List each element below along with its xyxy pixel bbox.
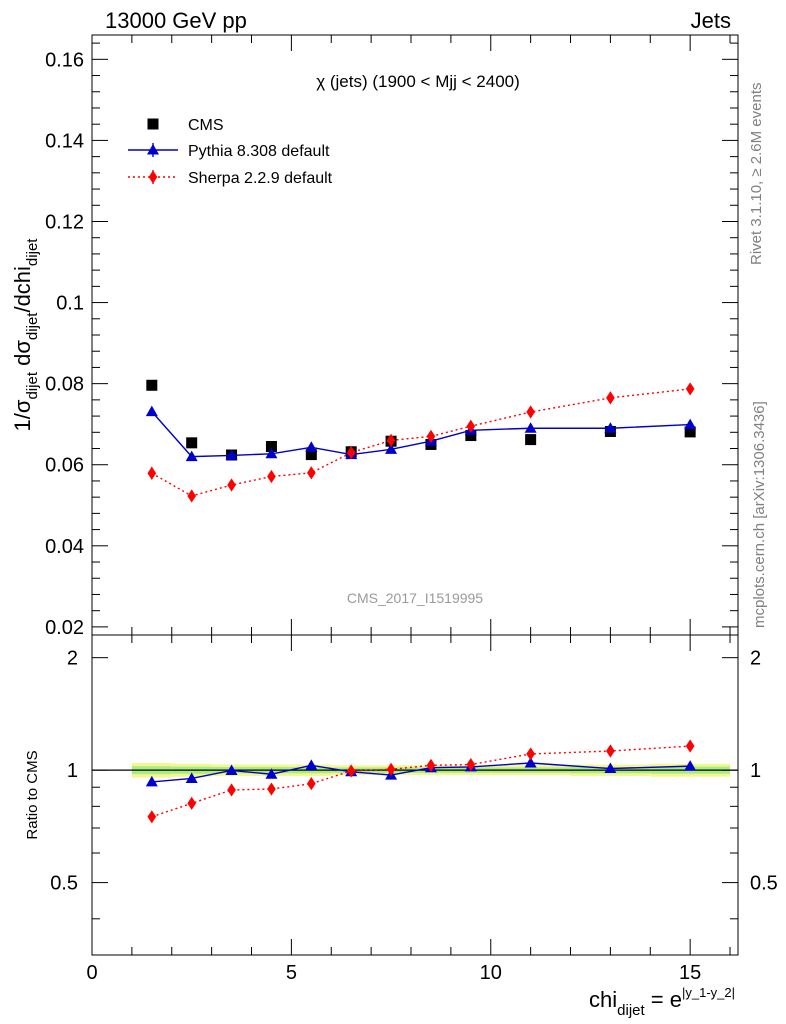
data-point-2 [346, 445, 356, 460]
data-point-2 [685, 382, 695, 396]
data-point-1 [385, 443, 398, 454]
rivet-label: Rivet 3.1.10, ≥ 2.6M events [748, 83, 765, 266]
ratio-tick-label-right: 0.5 [750, 873, 778, 895]
x-axis-label: chidijet = e|y_1-y_2| [589, 985, 735, 1019]
data-point-2 [426, 429, 436, 443]
y-tick-label: 0.08 [45, 374, 84, 396]
y-tick-label: 0.1 [56, 293, 84, 315]
data-point-cms [265, 440, 277, 452]
data-point-1 [225, 449, 238, 460]
data-point-cms [186, 437, 198, 449]
data-point-2 [267, 469, 276, 484]
data-point-2 [187, 489, 197, 503]
y-tick-label: 0.16 [45, 49, 84, 71]
ratio-point-2 [426, 758, 436, 772]
legend-marker [147, 118, 159, 130]
series-line-2 [151, 388, 691, 497]
ratio-line-2 [151, 745, 691, 818]
analysis-watermark: CMS_2017_I1519995 [347, 590, 483, 606]
y-tick-label: 0.02 [45, 617, 84, 639]
legend-marker [147, 144, 159, 155]
legend-label: Pythia 8.308 default [188, 143, 330, 160]
ratio-point-1 [145, 775, 158, 787]
x-tick-label: 10 [480, 962, 502, 984]
data-point-cms [684, 426, 696, 438]
ratio-point-2 [685, 739, 695, 753]
series-layer [145, 379, 697, 824]
ratio-point-2 [526, 747, 535, 761]
y-axis-label: 1/σdijet dσdijet/dchidijet [10, 238, 41, 432]
header-left: 13000 GeV pp [105, 8, 247, 33]
data-point-1 [145, 405, 158, 417]
data-point-2 [606, 391, 615, 405]
y-tick-label: 0.06 [45, 455, 84, 477]
data-point-cms [465, 430, 477, 442]
ratio-point-2 [147, 810, 157, 824]
data-point-1 [524, 422, 537, 433]
ratio-point-2 [346, 764, 356, 778]
legend-marker [148, 170, 158, 184]
ratio-tick-label-right: 2 [750, 648, 761, 670]
ratio-point-2 [187, 796, 197, 810]
legend: CMS Pythia 8.308 default Sherpa 2.2.9 defa… [128, 117, 333, 187]
data-point-2 [147, 466, 157, 480]
data-point-1 [684, 418, 697, 430]
ratio-point-1 [305, 759, 318, 770]
legend-label: CMS [188, 117, 224, 134]
data-point-1 [185, 450, 198, 462]
data-point-1 [604, 422, 617, 433]
x-tick-label: 5 [286, 962, 297, 984]
ratio-point-2 [227, 783, 236, 797]
ratio-point-2 [267, 782, 276, 796]
data-point-cms [525, 434, 537, 446]
ratio-tick-label-left: 2 [67, 648, 78, 670]
ratio-point-2 [386, 762, 396, 776]
ratio-tick-label-right: 1 [750, 760, 761, 782]
ratio-y-axis-label: Ratio to CMS [24, 750, 41, 839]
data-point-2 [307, 466, 316, 480]
ratio-point-1 [225, 764, 238, 775]
axis-ticks [91, 35, 738, 955]
x-tick-label: 15 [679, 962, 701, 984]
plot-title: χ (jets) (1900 < Mjj < 2400) [316, 72, 520, 91]
y-tick-label: 0.12 [45, 211, 84, 233]
header-right: Jets [691, 8, 731, 33]
y-tick-label: 0.14 [45, 130, 84, 152]
data-point-2 [526, 405, 535, 419]
ratio-point-1 [265, 768, 278, 779]
ratio-line-1 [151, 762, 691, 783]
ratio-point-2 [307, 777, 316, 791]
ratio-plot-frame [91, 634, 739, 956]
ratio-point-1 [524, 756, 537, 768]
x-tick-label: 0 [86, 962, 97, 984]
ratio-point-1 [185, 772, 198, 783]
ratio-point-2 [606, 744, 615, 758]
legend-label: Sherpa 2.2.9 default [188, 170, 333, 187]
ratio-tick-label-left: 1 [67, 760, 78, 782]
series-line-1 [151, 411, 691, 458]
data-point-cms [305, 449, 317, 461]
data-point-1 [265, 447, 278, 459]
data-point-2 [466, 419, 476, 433]
ratio-point-1 [604, 762, 617, 774]
ratio-tick-label-left: 0.5 [50, 873, 78, 895]
ratio-point-2 [466, 757, 476, 772]
ratio-point-1 [684, 760, 697, 771]
data-point-cms [146, 379, 158, 391]
data-point-2 [386, 433, 396, 448]
data-point-1 [305, 441, 318, 452]
axis-tick-labels: 0 5 10 15 0.02 0.04 0.06 0.08 0.1 0.12 0.14 0.16 0.5… [45, 49, 778, 984]
mcplots-label: mcplots.cern.ch [arXiv:1306.3436] [751, 401, 768, 628]
data-point-2 [227, 478, 236, 492]
y-tick-label: 0.04 [45, 536, 84, 558]
